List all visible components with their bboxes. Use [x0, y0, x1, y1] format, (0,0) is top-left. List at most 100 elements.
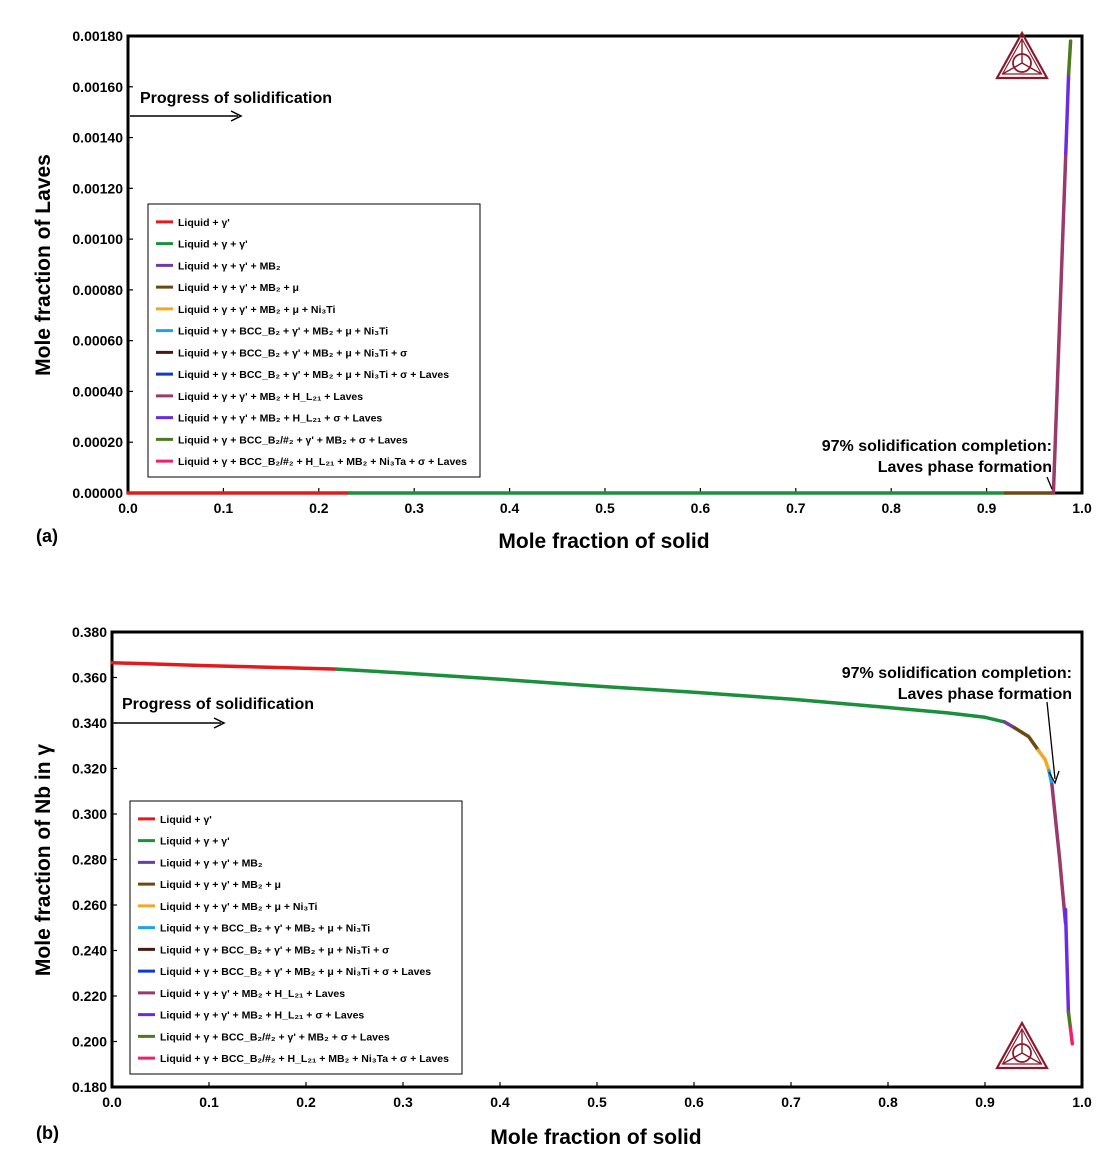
y-tick-label: 0.00020: [72, 434, 123, 450]
x-ticks: 0.0 0.1 0.2 0.3 0.4 0.5 0.6 0.7 0.8 0.9 1.0: [102, 1082, 1092, 1110]
legend-item: Liquid + γ + γ' + MB₂ + μ + Ni₃Ti: [156, 304, 335, 316]
legend-item: Liquid + γ': [156, 217, 230, 229]
legend-item: Liquid + γ + γ' + MB₂ + μ: [156, 282, 299, 294]
progress-arrow: [114, 717, 226, 729]
legend-label: Liquid + γ + γ' + MB₂ + H_L₂₁ + Laves: [160, 988, 345, 1000]
completion-annotation-line2: Laves phase formation: [878, 459, 1052, 476]
legend-label: Liquid + γ + γ': [160, 836, 230, 848]
y-tick-label: 0.280: [72, 852, 107, 868]
progress-annotation: Progress of solidification: [122, 696, 314, 713]
legend-label: Liquid + γ + BCC_B₂ + γ' + MB₂ + μ + Ni₃…: [178, 369, 449, 381]
x-ticks: 0.0 0.1 0.2 0.3 0.4 0.5 0.6 0.7 0.8 0.9 1.0: [118, 488, 1092, 516]
y-tick-label: 0.00000: [72, 485, 123, 501]
legend-item: Liquid + γ + γ' + MB₂ + μ + Ni₃Ti: [138, 901, 317, 913]
legend-label: Liquid + γ + BCC_B₂ + γ' + MB₂ + μ + Ni₃…: [160, 923, 370, 935]
panel-label: (b): [36, 1123, 59, 1143]
x-tick-label: 0.0: [102, 1094, 122, 1110]
legend-item: Liquid + γ + γ' + MB₂ + H_L₂₁ + Laves: [138, 988, 345, 1000]
y-axis-label: Mole fraction of Nb in γ: [32, 744, 55, 976]
completion-annotation-line1: 97% solidification completion:: [822, 438, 1052, 455]
series-line: [1036, 748, 1051, 773]
legend-item: Liquid + γ + γ' + MB₂ + μ: [138, 879, 281, 891]
legend-label: Liquid + γ + γ' + MB₂: [160, 857, 263, 869]
series-line: [1063, 907, 1071, 1014]
legend-item: Liquid + γ + BCC_B₂/#₂ + H_L₂₁ + MB₂ + N…: [138, 1053, 449, 1065]
legend-label: Liquid + γ + γ' + MB₂ + μ: [178, 282, 299, 294]
x-tick-label: 0.3: [404, 500, 424, 516]
legend-item: Liquid + γ + γ' + MB₂ + H_L₂₁ + Laves: [156, 391, 363, 403]
series-line: [1068, 1026, 1075, 1046]
y-tick-label: 0.220: [72, 988, 107, 1004]
x-tick-label: 0.4: [500, 500, 520, 516]
legend-item: Liquid + γ + BCC_B₂ + γ' + MB₂ + μ + Ni₃…: [138, 944, 389, 956]
y-tick-label: 0.00160: [72, 79, 123, 95]
x-tick-label: 0.3: [393, 1094, 413, 1110]
x-tick-label: 1.0: [1072, 1094, 1092, 1110]
y-tick-label: 0.360: [72, 670, 107, 686]
series-line: [1051, 151, 1068, 495]
x-tick-label: 0.6: [691, 500, 711, 516]
y-tick-label: 0.300: [72, 806, 107, 822]
legend-item: Liquid + γ + BCC_B₂ + γ' + MB₂ + μ + Ni₃…: [156, 347, 407, 359]
y-ticks: 0.00000 0.00020 0.00040 0.00060 0.00080 0.001…: [72, 28, 133, 501]
y-axis-label: Mole fraction of Laves: [32, 154, 55, 376]
brand-logo: [995, 30, 1049, 80]
y-tick-label: 0.260: [72, 897, 107, 913]
series-line: [110, 660, 339, 671]
completion-arrow: [1046, 476, 1053, 490]
y-tick-label: 0.00140: [72, 130, 123, 146]
legend-item: Liquid + γ + BCC_B₂ + γ' + MB₂ + μ + Ni₃…: [138, 966, 431, 978]
legend-item: Liquid + γ + γ' + MB₂ + H_L₂₁ + σ + Lave…: [138, 1010, 364, 1022]
y-tick-label: 0.00040: [72, 383, 123, 399]
legend-item: Liquid + γ + BCC_B₂/#₂ + H_L₂₁ + MB₂ + N…: [156, 456, 467, 468]
y-tick-label: 0.00080: [72, 282, 123, 298]
legend-item: Liquid + γ + BCC_B₂/#₂ + γ' + MB₂ + σ + …: [156, 434, 408, 446]
legend-item: Liquid + γ + BCC_B₂ + γ' + MB₂ + μ + Ni₃…: [156, 326, 388, 338]
x-tick-label: 0.1: [214, 500, 234, 516]
x-tick-label: 0.2: [296, 1094, 316, 1110]
x-tick-label: 0.9: [975, 1094, 995, 1110]
legend: Liquid + γ' Liquid + γ + γ' Liquid + γ + γ…: [129, 800, 463, 1075]
legend-label: Liquid + γ + γ' + MB₂ + μ + Ni₃Ti: [178, 304, 335, 316]
legend-label: Liquid + γ + γ' + MB₂ + H_L₂₁ + σ + Lave…: [160, 1010, 364, 1022]
legend-item: Liquid + γ + γ' + MB₂ + H_L₂₁ + σ + Lave…: [156, 413, 382, 425]
series-group: [110, 660, 1075, 1046]
series-line: [1050, 782, 1068, 925]
legend-item: Liquid + γ + BCC_B₂ + γ' + MB₂ + μ + Ni₃…: [138, 923, 370, 935]
x-axis-label: Mole fraction of solid: [498, 530, 709, 553]
legend-label: Liquid + γ + γ' + MB₂ + μ + Ni₃Ti: [160, 901, 317, 913]
legend-item: Liquid + γ + γ': [156, 239, 248, 251]
legend-label: Liquid + γ + BCC_B₂ + γ' + MB₂ + μ + Ni₃…: [178, 326, 388, 338]
legend-item: Liquid + γ + BCC_B₂/#₂ + γ' + MB₂ + σ + …: [138, 1031, 390, 1043]
legend-box: [129, 800, 463, 1075]
legend-item: Liquid + γ': [138, 814, 212, 826]
completion-annotation-line2: Laves phase formation: [898, 686, 1072, 703]
legend-label: Liquid + γ + γ': [178, 239, 248, 251]
progress-arrow: [130, 110, 243, 122]
x-tick-label: 0.5: [595, 500, 615, 516]
y-tick-label: 0.380: [72, 624, 107, 640]
series-line: [1012, 725, 1041, 753]
y-tick-label: 0.180: [72, 1079, 107, 1095]
panel-label: (a): [36, 526, 58, 546]
legend-label: Liquid + γ + BCC_B₂ + γ' + MB₂ + μ + Ni₃…: [160, 966, 431, 978]
y-ticks: 0.180 0.200 0.220 0.240 0.260 0.280 0.300 0.320…: [72, 624, 117, 1095]
x-axis-label: Mole fraction of solid: [490, 1126, 701, 1149]
x-tick-label: 0.0: [118, 500, 138, 516]
y-tick-label: 0.240: [72, 943, 107, 959]
panel-b-chart: 0.0 0.1 0.2 0.3 0.4 0.5 0.6 0.7 0.8 0.9 1.0 0.1800…: [32, 624, 1092, 1149]
legend-label: Liquid + γ + BCC_B₂ + γ' + MB₂ + μ + Ni₃…: [178, 347, 407, 359]
y-tick-label: 0.00180: [72, 28, 123, 44]
x-tick-label: 0.1: [199, 1094, 219, 1110]
legend-label: Liquid + γ + γ' + MB₂ + H_L₂₁ + Laves: [178, 391, 363, 403]
series-group: [126, 39, 1073, 495]
legend-label: Liquid + γ + γ' + MB₂ + μ: [160, 879, 281, 891]
x-tick-label: 0.5: [587, 1094, 607, 1110]
legend-label: Liquid + γ + BCC_B₂/#₂ + γ' + MB₂ + σ + …: [160, 1031, 390, 1043]
x-tick-label: 0.8: [881, 500, 901, 516]
legend-label: Liquid + γ + BCC_B₂/#₂ + H_L₂₁ + MB₂ + N…: [178, 456, 467, 468]
x-tick-label: 0.8: [878, 1094, 898, 1110]
x-tick-label: 0.7: [781, 1094, 801, 1110]
x-tick-label: 1.0: [1072, 500, 1092, 516]
legend-label: Liquid + γ + γ' + MB₂ + H_L₂₁ + σ + Lave…: [178, 413, 382, 425]
